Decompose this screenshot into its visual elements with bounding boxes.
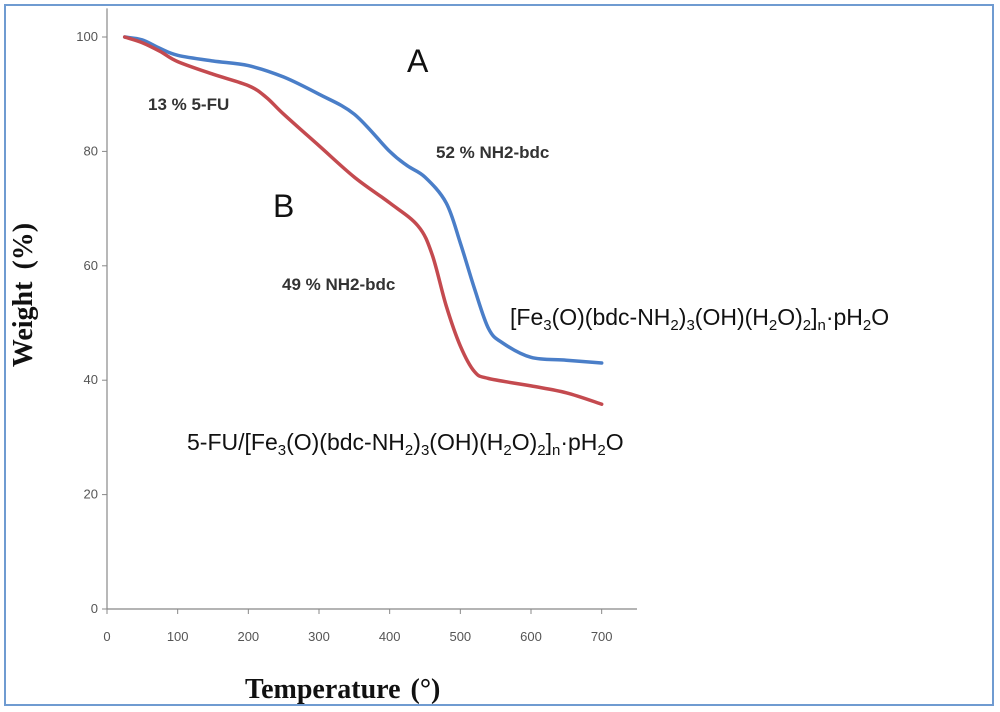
axis-ticks: 0 20 40 60 80 100 0 100 200 300 400 500 600 700 (76, 29, 612, 644)
formula-a-label: [Fe3(O)(bdc-NH2)3(OH)(H2O)2]n·pH2O (510, 304, 889, 334)
loss-a-label: 52 % NH2-bdc (436, 143, 549, 162)
y-tick-label: 100 (76, 29, 98, 44)
y-tick-label: 20 (84, 487, 98, 502)
x-tick-label: 300 (308, 629, 330, 644)
loss-5fu-label: 13 % 5-FU (148, 95, 229, 114)
y-tick-label: 60 (84, 258, 98, 273)
x-axis-title: Temperature (°) (245, 674, 440, 705)
series-a-letter: A (407, 43, 429, 79)
y-tick-label: 80 (84, 143, 98, 158)
x-tick-label: 0 (103, 629, 110, 644)
loss-b-label: 49 % NH2-bdc (282, 275, 395, 294)
x-tick-label: 500 (449, 629, 471, 644)
x-tick-label: 200 (237, 629, 259, 644)
x-tick-label: 700 (591, 629, 613, 644)
figure-frame (4, 4, 994, 706)
x-tick-label: 400 (379, 629, 401, 644)
y-tick-label: 40 (84, 372, 98, 387)
series-b-letter: B (273, 188, 294, 224)
y-tick-label: 0 (91, 601, 98, 616)
series-layer (122, 35, 604, 406)
series-line-b (122, 35, 604, 406)
y-axis-title: Weight(%) (8, 223, 39, 367)
formula-b-label: 5-FU/[Fe3(O)(bdc-NH2)3(OH)(H2O)2]n·pH2O (187, 429, 624, 459)
x-tick-label: 600 (520, 629, 542, 644)
series-line-a (122, 35, 604, 365)
x-tick-label: 100 (167, 629, 189, 644)
